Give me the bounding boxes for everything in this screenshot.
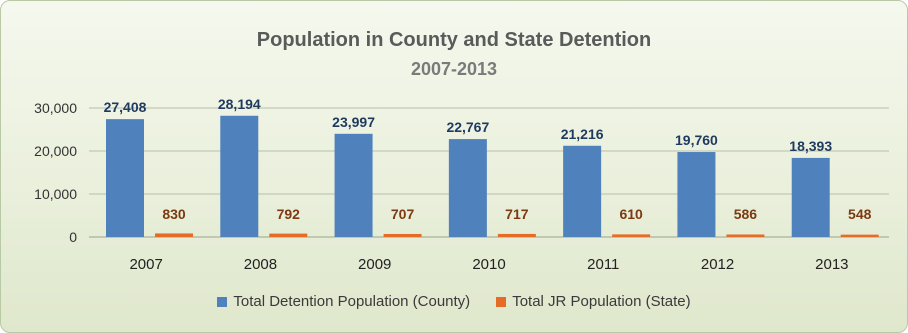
x-tick-label: 2009 [358,256,391,273]
bar-state [840,234,879,237]
bar-county [448,139,487,237]
data-label-state: 792 [277,206,301,222]
data-label-state: 717 [505,206,529,222]
y-tick-label: 0 [69,229,77,245]
data-label-county: 18,393 [789,138,832,154]
x-tick-label: 2010 [472,256,505,273]
bar-state [155,233,193,237]
data-label-county: 23,997 [332,114,375,130]
chart-subtitle: 2007-2013 [410,59,498,79]
bar-county [220,115,259,237]
x-tick-label: 2011 [587,256,619,273]
bar-county [563,145,602,237]
y-tick-label: 10,000 [34,186,77,202]
bar-county [334,133,373,237]
legend-label-state: Total JR Population (State) [512,293,691,310]
y-tick-label: 20,000 [34,143,77,159]
data-label-state: 586 [734,206,758,222]
data-label-state: 548 [848,206,872,222]
bar-state [726,234,765,237]
data-label-county: 19,760 [675,132,718,148]
data-label-state: 610 [619,206,643,222]
data-label-state: 707 [391,206,415,222]
bar-county [106,119,144,237]
y-tick-label: 30,000 [34,100,77,116]
bar-state [497,233,536,237]
x-tick-label: 2013 [815,256,848,273]
data-label-county: 22,767 [446,119,489,135]
x-tick-label: 2007 [129,256,162,273]
bar-state [269,233,308,237]
x-tick-label: 2008 [244,256,277,273]
x-tick-label: 2012 [701,256,734,273]
data-label-state: 830 [162,206,186,222]
bar-county [791,157,830,237]
bar-state [612,234,651,237]
legend-item-state: Total JR Population (State) [496,293,691,310]
bar-state [383,233,422,237]
legend-swatch-state [496,296,507,307]
legend-label-county: Total Detention Population (County) [233,293,471,310]
data-label-county: 27,408 [104,99,147,115]
chart-title: Population in County and State Detention [256,29,652,51]
legend-swatch-county [217,296,228,307]
chart-legend: Total Detention Population (County) Tota… [1,293,907,310]
data-label-county: 21,216 [561,126,604,142]
legend-item-county: Total Detention Population (County) [217,293,470,310]
data-label-county: 28,194 [218,96,261,112]
bar-county [677,152,716,237]
